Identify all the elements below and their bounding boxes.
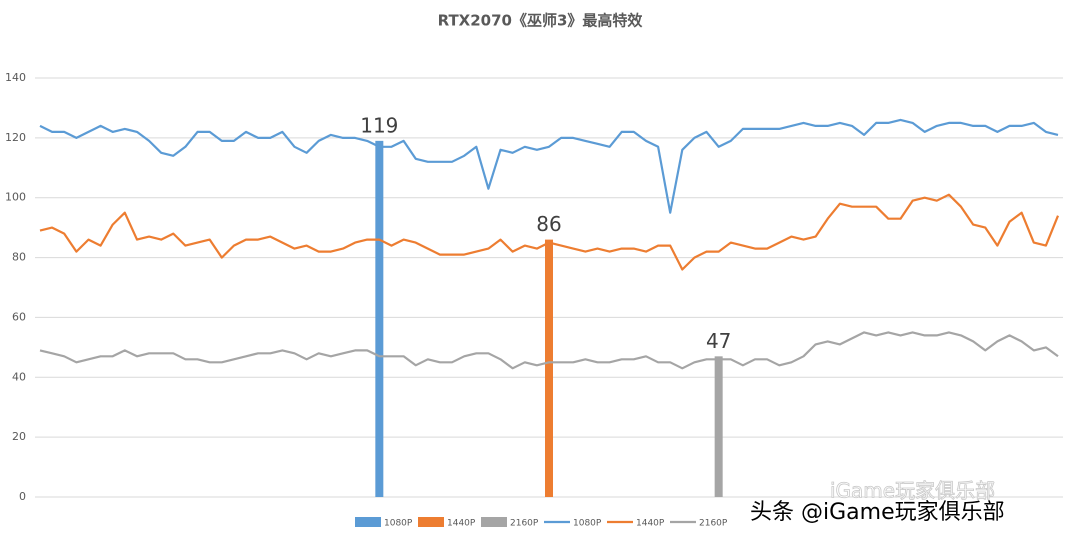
y-tick-label: 120 bbox=[5, 131, 26, 144]
data-label: 119 bbox=[360, 113, 398, 137]
line bbox=[39, 193, 1060, 271]
legend-swatch bbox=[355, 517, 381, 527]
legend-label: 1080P bbox=[384, 519, 413, 529]
watermark: iGame玩家俱乐部 bbox=[830, 479, 995, 503]
legend-swatch bbox=[418, 517, 444, 527]
legend-label: 2160P bbox=[699, 519, 728, 529]
bar bbox=[375, 140, 384, 497]
y-tick-label: 40 bbox=[12, 370, 26, 383]
y-tick-label: 100 bbox=[5, 191, 26, 204]
bar bbox=[545, 239, 553, 497]
y-tick-label: 140 bbox=[5, 71, 26, 84]
y-tick-label: 80 bbox=[12, 251, 26, 264]
line bbox=[39, 331, 1059, 370]
y-tick-label: 0 bbox=[19, 490, 26, 503]
legend-label: 1080P bbox=[573, 519, 602, 529]
data-label: 47 bbox=[706, 329, 731, 353]
y-tick-label: 20 bbox=[12, 430, 26, 443]
legend-label: 1440P bbox=[447, 519, 476, 529]
y-tick-label: 60 bbox=[12, 310, 26, 323]
bar bbox=[714, 356, 723, 497]
chart-title: RTX2070《巫师3》最高特效 bbox=[438, 12, 644, 30]
legend-label: 2160P bbox=[510, 519, 539, 529]
line bbox=[39, 118, 1059, 214]
legend-label: 1440P bbox=[636, 519, 665, 529]
watermark: 头条 @iGame玩家俱乐部 bbox=[750, 500, 1005, 525]
legend-swatch bbox=[481, 517, 507, 527]
data-label: 86 bbox=[536, 212, 561, 236]
